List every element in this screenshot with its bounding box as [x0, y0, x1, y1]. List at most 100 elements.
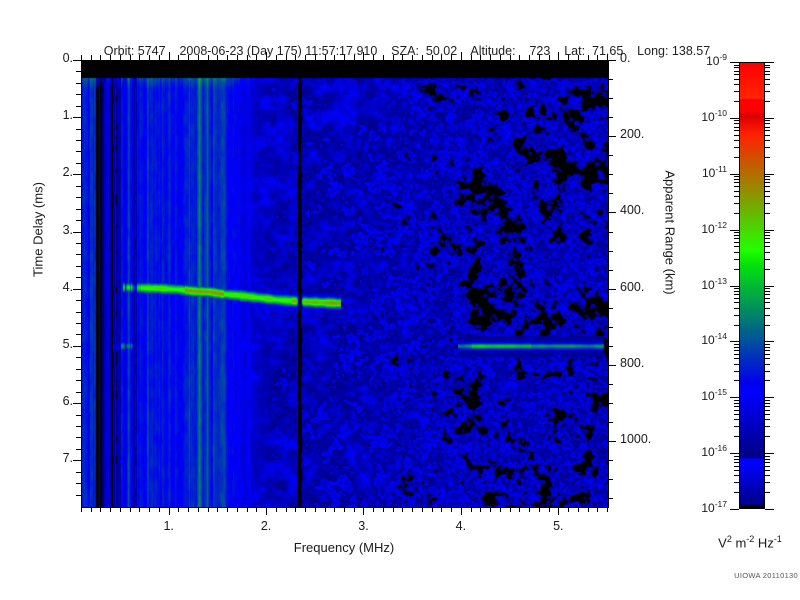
- y-left-minor-tick: [76, 334, 81, 336]
- x-minor-tick: [441, 507, 443, 512]
- x-top-minor-tick: [470, 55, 472, 60]
- colorbar-minor-tick: [734, 436, 739, 438]
- colorbar-minor-tick: [734, 380, 739, 382]
- colorbar-major-tick: [730, 397, 739, 399]
- colorbar-minor-tick: [765, 458, 770, 460]
- colorbar-tick-exponent: -12: [714, 219, 727, 230]
- x-top-minor-tick: [412, 55, 414, 60]
- colorbar-major-tick: [765, 397, 774, 399]
- y-left-minor-tick: [76, 265, 81, 267]
- colorbar-minor-tick: [734, 402, 739, 404]
- x-top-major-tick: [363, 52, 365, 60]
- x-top-minor-tick: [197, 55, 199, 60]
- colorbar-minor-tick: [734, 123, 739, 125]
- x-major-tick: [363, 507, 365, 515]
- colorbar-minor-tick: [734, 258, 739, 260]
- colorbar-tick-base: 10: [701, 445, 715, 460]
- x-top-minor-tick: [207, 55, 209, 60]
- colorbar-minor-tick: [734, 84, 739, 86]
- y-right-minor-tick: [608, 98, 613, 100]
- colorbar-major-tick: [730, 62, 739, 63]
- colorbar-minor-tick: [765, 324, 770, 326]
- y-right-tick-label-600.: 600.: [620, 279, 645, 294]
- x-top-minor-tick: [373, 55, 375, 60]
- colorbar-minor-tick: [734, 64, 739, 66]
- x-minor-tick: [597, 507, 599, 512]
- x-minor-tick: [256, 507, 258, 512]
- y-right-tick-label-400.: 400.: [620, 203, 645, 218]
- colorbar-minor-tick: [734, 147, 739, 149]
- x-minor-tick: [305, 507, 307, 512]
- x-top-minor-tick: [548, 55, 550, 60]
- x-top-major-tick: [266, 52, 268, 60]
- y-left-tick-label-2.: 2.: [62, 165, 73, 180]
- colorbar-tick-label-1e-16: 10-16: [661, 443, 727, 459]
- y-left-minor-tick: [76, 471, 81, 473]
- colorbar-minor-tick: [765, 405, 770, 407]
- colorbar-major-tick: [730, 341, 739, 343]
- colorbar-minor-tick: [765, 182, 770, 184]
- colorbar-minor-tick: [734, 212, 739, 214]
- colorbar-major-tick: [765, 173, 774, 175]
- watermark-label: UIOWA 20110130: [734, 571, 798, 580]
- x-top-minor-tick: [305, 55, 307, 60]
- x-top-minor-tick: [129, 55, 131, 60]
- x-minor-tick: [188, 507, 190, 512]
- plot-header: Orbit: 5747 2008-06-23 (Day 175) 11:57:1…: [0, 30, 800, 72]
- x-top-major-tick: [168, 52, 170, 60]
- x-minor-tick: [538, 507, 540, 512]
- colorbar-tick-label-1e-17: 10-17: [661, 499, 727, 515]
- colorbar-major-tick: [730, 173, 739, 175]
- colorbar-tick-label-1e-15: 10-15: [661, 387, 727, 403]
- y-left-major-tick: [73, 231, 81, 233]
- colorbar-tick-base: 10: [701, 221, 715, 236]
- x-minor-tick: [295, 507, 297, 512]
- colorbar-minor-tick: [734, 346, 739, 348]
- x-minor-tick: [490, 507, 492, 512]
- y-right-minor-tick: [608, 307, 613, 309]
- colorbar-minor-tick: [765, 186, 770, 188]
- unit-m-exp: -2: [746, 534, 755, 544]
- x-minor-tick: [587, 507, 589, 512]
- y-right-minor-tick: [608, 117, 613, 119]
- colorbar-major-tick: [765, 285, 774, 287]
- x-minor-tick: [607, 507, 608, 512]
- x-minor-tick: [129, 507, 131, 512]
- x-tick-label-5.: 5.: [553, 519, 564, 533]
- unit-m: m: [731, 535, 747, 551]
- colorbar-major-tick: [765, 453, 774, 455]
- colorbar-tick-label-1e-9: 10-9: [661, 52, 727, 68]
- x-top-minor-tick: [499, 55, 501, 60]
- colorbar-minor-tick: [734, 238, 739, 240]
- x-top-minor-tick: [490, 55, 492, 60]
- x-top-minor-tick: [110, 55, 112, 60]
- colorbar-tick-base: 10: [701, 333, 715, 348]
- unit-hz: Hz: [754, 535, 774, 551]
- y-left-minor-tick: [76, 368, 81, 370]
- y-right-tick-label-1000.: 1000.: [620, 432, 652, 447]
- x-minor-tick: [412, 507, 414, 512]
- colorbar-minor-tick: [734, 353, 739, 355]
- colorbar-minor-tick: [765, 419, 770, 421]
- y-left-minor-tick: [76, 220, 81, 222]
- x-minor-tick: [499, 507, 501, 512]
- y-left-minor-tick: [76, 254, 81, 256]
- x-top-minor-tick: [324, 55, 326, 60]
- x-top-minor-tick: [431, 55, 433, 60]
- colorbar-minor-tick: [734, 458, 739, 460]
- unit-v-exp: 2: [726, 534, 732, 544]
- x-tick-label-2.: 2.: [260, 519, 272, 533]
- colorbar-minor-tick: [734, 120, 739, 122]
- x-minor-tick: [421, 507, 423, 512]
- colorbar-major-tick: [730, 453, 739, 455]
- x-minor-tick: [246, 507, 248, 512]
- colorbar-minor-tick: [765, 67, 770, 69]
- x-top-minor-tick: [451, 55, 453, 60]
- colorbar-tick-label-1e-11: 10-11: [661, 164, 727, 180]
- y-left-minor-tick: [76, 242, 81, 244]
- colorbar-minor-tick: [765, 176, 770, 178]
- colorbar-minor-tick: [734, 414, 739, 416]
- colorbar-minor-tick: [765, 212, 770, 214]
- colorbar-minor-tick: [765, 190, 770, 192]
- colorbar-minor-tick: [734, 246, 739, 248]
